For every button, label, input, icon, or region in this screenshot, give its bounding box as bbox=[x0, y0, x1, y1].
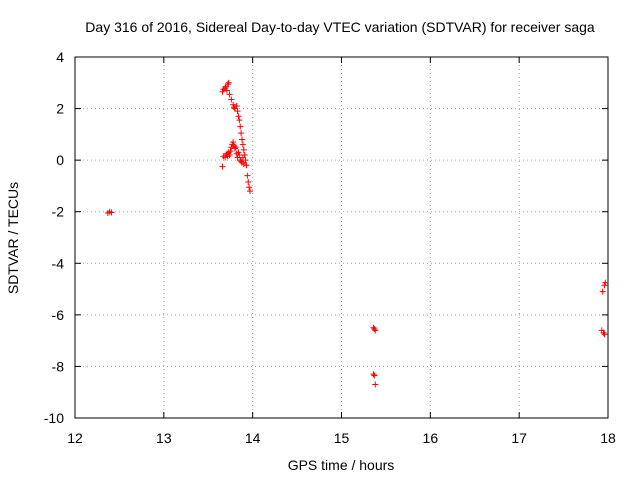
y-tick-label: 2 bbox=[56, 101, 64, 117]
x-tick-label: 16 bbox=[423, 430, 439, 446]
data-point bbox=[235, 113, 242, 120]
data-point bbox=[226, 91, 233, 98]
data-point bbox=[238, 158, 245, 165]
data-point bbox=[233, 102, 240, 109]
data-points bbox=[104, 79, 609, 388]
data-point bbox=[239, 136, 246, 143]
data-point bbox=[239, 154, 246, 161]
x-tick-label: 12 bbox=[67, 430, 83, 446]
axis-ticks bbox=[74, 56, 609, 419]
y-tick-label: -10 bbox=[44, 410, 64, 426]
data-point bbox=[219, 88, 226, 95]
data-point bbox=[240, 161, 247, 168]
data-point bbox=[238, 130, 245, 137]
y-tick-label: -4 bbox=[52, 255, 65, 271]
data-point bbox=[222, 154, 229, 161]
data-point bbox=[370, 371, 377, 378]
chart-title: Day 316 of 2016, Sidereal Day-to-day VTE… bbox=[85, 19, 595, 35]
x-tick-label: 13 bbox=[156, 430, 172, 446]
data-point bbox=[245, 179, 252, 186]
y-tick-label: -8 bbox=[52, 358, 65, 374]
y-tick-label: -2 bbox=[52, 204, 65, 220]
y-tick-label: 0 bbox=[56, 152, 64, 168]
data-point bbox=[246, 184, 253, 191]
data-point bbox=[372, 381, 379, 388]
data-point bbox=[242, 157, 249, 164]
data-point bbox=[240, 146, 247, 153]
data-point bbox=[108, 209, 115, 216]
data-point bbox=[371, 326, 378, 333]
x-tick-label: 17 bbox=[511, 430, 527, 446]
x-tick-label: 18 bbox=[600, 430, 616, 446]
data-point bbox=[230, 101, 237, 108]
data-point bbox=[371, 372, 378, 379]
data-point bbox=[247, 188, 254, 195]
data-point bbox=[232, 144, 239, 151]
data-point bbox=[228, 96, 235, 103]
data-point bbox=[223, 87, 230, 94]
data-point bbox=[236, 151, 243, 158]
data-point bbox=[234, 108, 241, 115]
y-tick-label: 4 bbox=[56, 49, 64, 65]
x-tick-label: 15 bbox=[334, 430, 350, 446]
data-point bbox=[243, 162, 250, 169]
data-point bbox=[227, 148, 234, 155]
grid-lines bbox=[75, 57, 608, 418]
data-point bbox=[600, 329, 607, 336]
data-point bbox=[239, 141, 246, 148]
data-point bbox=[602, 279, 609, 286]
data-point bbox=[219, 163, 226, 170]
data-point bbox=[235, 149, 242, 156]
data-point bbox=[601, 282, 608, 289]
data-point bbox=[231, 145, 238, 152]
y-axis-label: SDTVAR / TECUs bbox=[5, 182, 21, 294]
data-point bbox=[599, 288, 606, 295]
tick-labels: 12 13 14 15 16 17 18 -10 -8 -6 -4 -2 0 2 4 bbox=[44, 49, 616, 446]
data-point bbox=[372, 327, 379, 334]
x-tick-label: 14 bbox=[245, 430, 261, 446]
y-tick-label: -6 bbox=[52, 307, 65, 323]
data-point bbox=[601, 331, 608, 338]
data-point bbox=[231, 104, 238, 111]
data-point bbox=[237, 123, 244, 130]
x-axis-label: GPS time / hours bbox=[288, 457, 395, 473]
data-point bbox=[225, 79, 232, 86]
data-point bbox=[236, 117, 243, 124]
data-point bbox=[230, 139, 237, 146]
data-point bbox=[244, 172, 251, 179]
data-point bbox=[224, 81, 231, 88]
data-point bbox=[226, 151, 233, 158]
